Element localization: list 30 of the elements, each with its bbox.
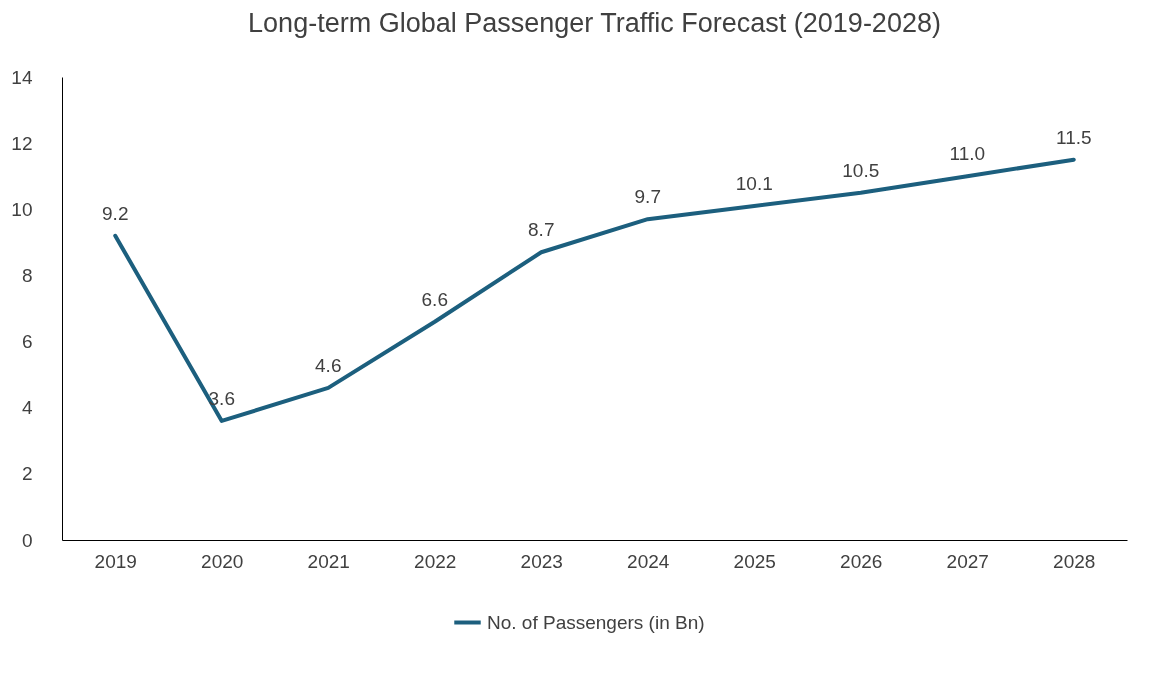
- legend-label: No. of Passengers (in Bn): [487, 611, 705, 633]
- x-tick-label: 2021: [307, 550, 350, 572]
- data-label: 9.2: [102, 202, 129, 224]
- data-label: 3.6: [208, 387, 235, 409]
- chart-title: Long-term Global Passenger Traffic Forecast (2019-2028): [248, 8, 941, 38]
- data-label: 11.0: [949, 143, 986, 165]
- y-tick-label: 10: [11, 198, 33, 220]
- x-tick-label: 2026: [840, 550, 883, 572]
- y-tick-label: 6: [21, 331, 33, 353]
- data-label: 4.6: [315, 354, 342, 376]
- y-tick-label: 14: [11, 66, 33, 88]
- y-tick-label: 4: [21, 397, 33, 419]
- x-tick-label: 2023: [520, 550, 563, 572]
- y-tick-label: 12: [11, 132, 33, 154]
- x-tick-label: 2025: [733, 550, 776, 572]
- x-tick-label: 2022: [414, 550, 457, 572]
- data-label: 8.7: [528, 219, 555, 241]
- x-tick-label: 2024: [627, 550, 670, 572]
- y-tick-label: 8: [21, 264, 33, 286]
- data-label: 9.7: [634, 186, 661, 208]
- y-tick-label: 0: [21, 529, 33, 551]
- x-tick-label: 2027: [946, 550, 989, 572]
- x-tick-label: 2028: [1053, 550, 1096, 572]
- x-tick-label: 2019: [94, 550, 137, 572]
- data-label: 10.5: [842, 159, 880, 181]
- data-label: 10.1: [735, 172, 773, 194]
- y-tick-label: 2: [21, 463, 33, 485]
- x-tick-label: 2020: [201, 550, 244, 572]
- data-label: 6.6: [421, 288, 448, 310]
- data-label: 11.5: [1055, 126, 1092, 148]
